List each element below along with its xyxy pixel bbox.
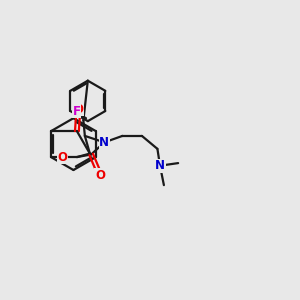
Text: O: O xyxy=(74,103,83,116)
Text: N: N xyxy=(99,136,109,149)
Text: O: O xyxy=(58,151,68,164)
Text: N: N xyxy=(155,159,165,172)
Text: F: F xyxy=(73,104,81,118)
Text: O: O xyxy=(95,169,105,182)
